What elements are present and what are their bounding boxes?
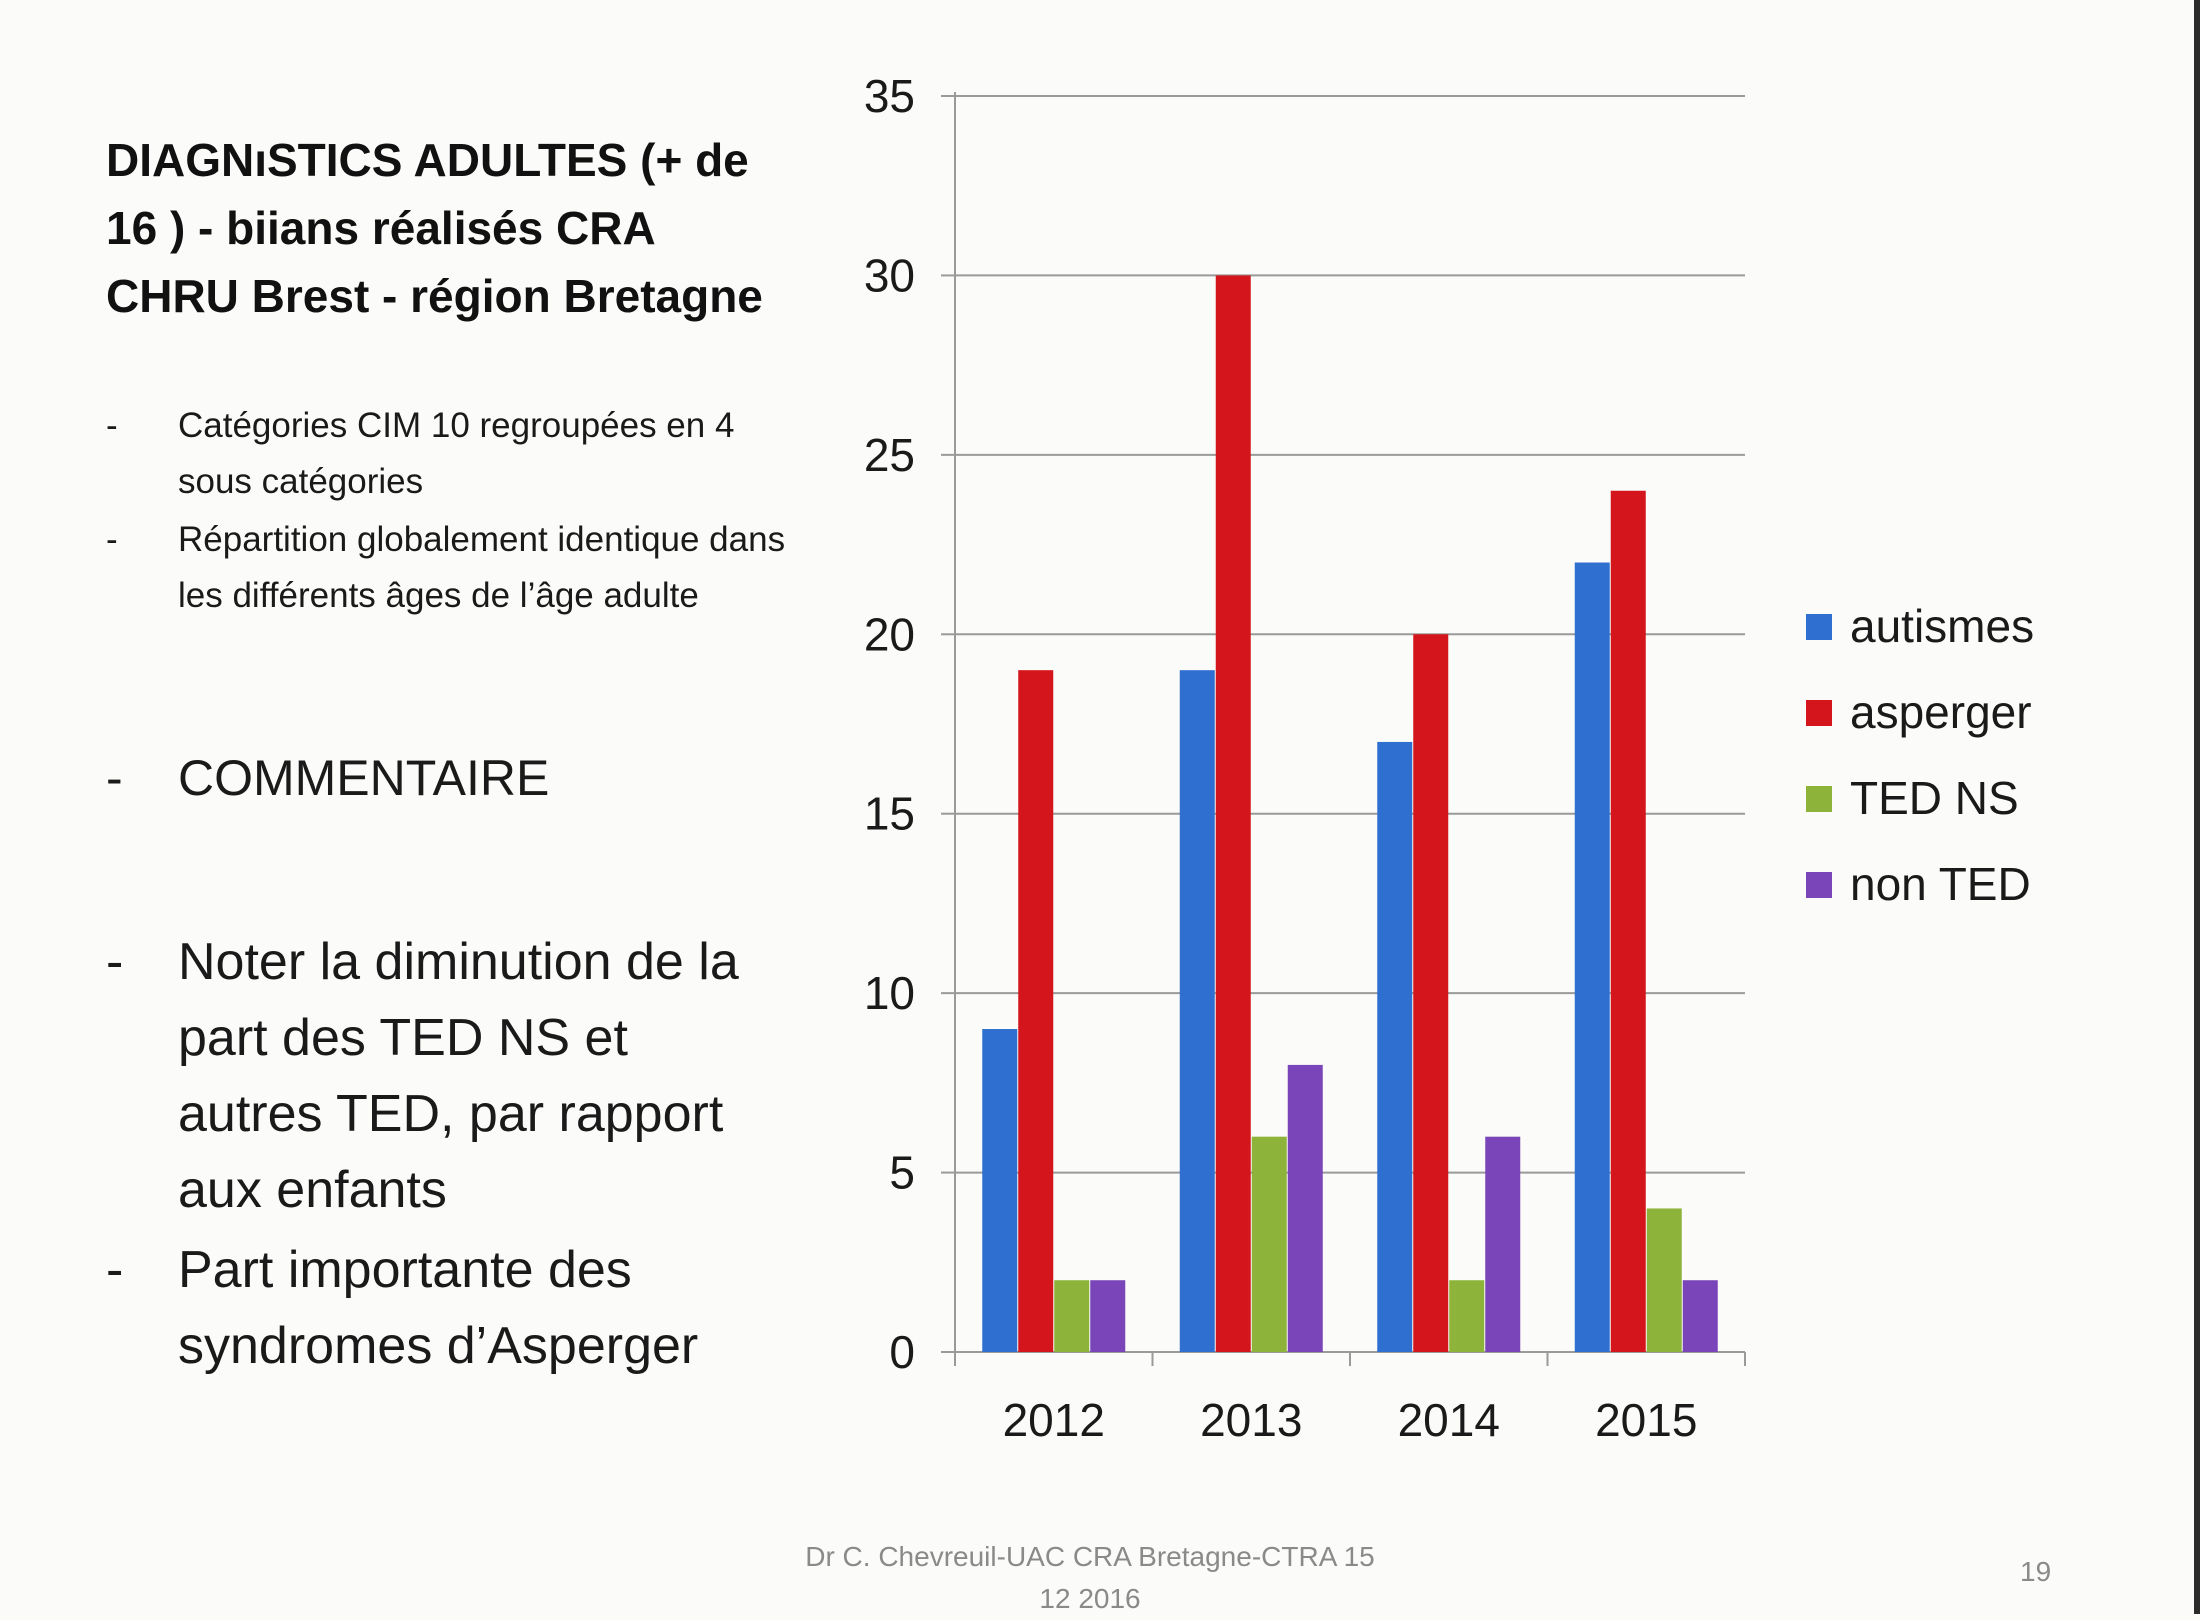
bar-ted-ns <box>1449 1280 1485 1352</box>
bar-non-ted <box>1287 1064 1323 1352</box>
category-bullets: - Catégories CIM 10 regroupées en 4 sous… <box>106 398 786 626</box>
bar-autismes <box>1179 670 1215 1352</box>
title-line: CHRU Brest - région Bretagne <box>106 270 763 322</box>
y-tick-label: 15 <box>864 788 915 840</box>
x-tick-label: 2015 <box>1595 1394 1697 1446</box>
bar-autismes <box>1377 741 1413 1352</box>
legend-label: TED NS <box>1850 772 2019 824</box>
bullet-dash: - <box>106 1241 124 1299</box>
bar-autismes <box>982 1029 1018 1352</box>
x-tick-label: 2014 <box>1398 1394 1500 1446</box>
title-line: DIAGNıSTICS ADULTES (+ de <box>106 134 749 186</box>
legend-label: autismes <box>1850 600 2034 652</box>
legend-swatch <box>1806 614 1832 640</box>
bar-ted-ns <box>1251 1136 1287 1352</box>
bullet-text: Répartition globalement identique dans l… <box>178 520 786 615</box>
footer-line: 12 2016 <box>1039 1583 1141 1614</box>
bullet-dash: - <box>106 406 118 445</box>
y-tick-label: 20 <box>864 608 915 660</box>
bullet-dash: - <box>106 520 118 559</box>
bar-asperger <box>1413 634 1449 1352</box>
footer-line: Dr C. Chevreuil-UAC CRA Bretagne-CTRA 15 <box>805 1541 1375 1572</box>
bar-asperger <box>1610 490 1646 1352</box>
y-tick-label: 25 <box>864 429 915 481</box>
legend-swatch <box>1806 872 1832 898</box>
y-tick-label: 10 <box>864 967 915 1019</box>
bullet-item: - Noter la diminution de la part des TED… <box>106 924 786 1228</box>
bullet-text: Noter la diminution de la part des TED N… <box>178 933 739 1219</box>
y-tick-label: 35 <box>864 70 915 122</box>
bullet-text: Part importante des syndromes d’Asperger <box>178 1241 699 1375</box>
bar-ted-ns <box>1646 1208 1682 1352</box>
legend-layer: autismes asperger TED NS non TED <box>1806 600 2034 910</box>
x-tick-label: 2013 <box>1200 1394 1302 1446</box>
bar-ted-ns <box>1054 1280 1090 1352</box>
bullet-item: - Part importante des syndromes d’Asperg… <box>106 1232 786 1384</box>
y-tick-label: 5 <box>889 1147 915 1199</box>
bullet-text: Catégories CIM 10 regroupées en 4 sous c… <box>178 406 735 501</box>
bar-non-ted <box>1682 1280 1718 1352</box>
y-tick-label: 0 <box>889 1326 915 1378</box>
footer: Dr C. Chevreuil-UAC CRA Bretagne-CTRA 15… <box>690 1536 1490 1620</box>
legend-label: asperger <box>1850 686 2032 738</box>
y-tick-label: 30 <box>864 249 915 301</box>
bullet-dash: - <box>106 750 123 806</box>
comment-heading-item: - COMMENTAIRE <box>106 748 786 808</box>
bar-non-ted <box>1090 1280 1126 1352</box>
slide-title: DIAGNıSTICS ADULTES (+ de 16 ) - biians … <box>106 126 796 330</box>
legend-swatch <box>1806 700 1832 726</box>
bar-asperger <box>1215 275 1251 1352</box>
ticks-layer: 0 5 10 15 20 25 30 35 2012 2013 2014 2015 <box>864 70 1698 1446</box>
bars-layer <box>982 275 1718 1352</box>
page-number: 19 <box>2020 1556 2052 1587</box>
bullet-dash: - <box>106 933 124 991</box>
comment-heading: COMMENTAIRE <box>178 750 550 806</box>
bullet-item: - Répartition globalement identique dans… <box>106 512 786 624</box>
bar-autismes <box>1574 562 1610 1352</box>
bullet-item: - Catégories CIM 10 regroupées en 4 sous… <box>106 398 786 510</box>
bar-asperger <box>1018 670 1054 1352</box>
x-tick-label: 2012 <box>1003 1394 1105 1446</box>
title-line: 16 ) - biians réalisés CRA <box>106 202 656 254</box>
legend-label: non TED <box>1850 858 2031 910</box>
bar-non-ted <box>1485 1136 1521 1352</box>
legend-swatch <box>1806 786 1832 812</box>
comment-bullets: - Noter la diminution de la part des TED… <box>106 924 786 1384</box>
slide-edge <box>2194 0 2200 1614</box>
comment-heading-list: - COMMENTAIRE <box>106 748 786 808</box>
